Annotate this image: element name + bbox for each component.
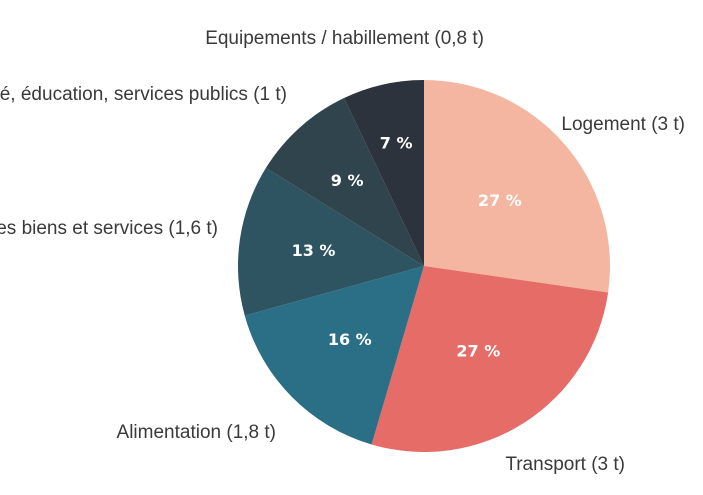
slice-value-label: 16 %: [328, 330, 372, 349]
pie-slice: [371, 266, 609, 452]
slice-category-label: Transport (3 t): [505, 454, 625, 475]
pie-slice: [344, 80, 424, 266]
pie-slice: [237, 167, 424, 316]
slice-value-label: 13 %: [292, 241, 336, 260]
pie-slice: [424, 80, 611, 293]
slice-category-label: Autres biens et services (1,6 t): [0, 218, 218, 239]
pie-slice: [265, 98, 424, 266]
slice-value-label: 27 %: [456, 341, 500, 360]
slice-category-label: Equipements / habillement (0,8 t): [205, 28, 484, 49]
slice-value-label: 9 %: [331, 171, 364, 190]
slice-value-label: 7 %: [380, 134, 413, 153]
slice-category-label: Alimentation (1,8 t): [117, 422, 276, 443]
pie-slice: [244, 266, 424, 445]
slice-value-label: 27 %: [478, 191, 522, 210]
slice-category-label: Santé, éducation, services publics (1 t): [0, 84, 287, 105]
slice-category-label: Logement (3 t): [561, 114, 685, 135]
